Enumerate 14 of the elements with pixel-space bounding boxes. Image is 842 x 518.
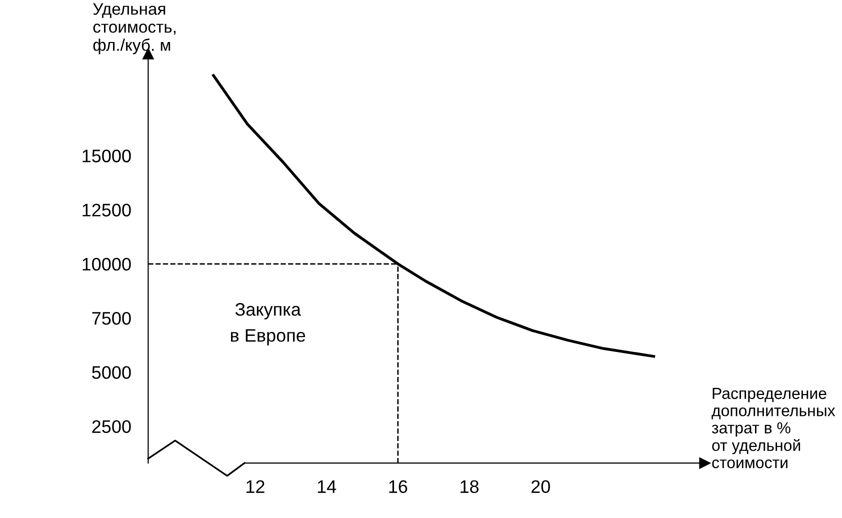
y-axis-title: Удельная стоимость, фл./куб. м bbox=[93, 3, 176, 54]
x-tick-label: 16 bbox=[389, 480, 408, 494]
y-tick-label: 7500 bbox=[92, 312, 131, 325]
annotation: Закупка в Европе bbox=[231, 303, 306, 346]
y-tick-label: 15000 bbox=[82, 150, 131, 162]
x-tick-label: 12 bbox=[246, 480, 264, 493]
y-tick-label: 2500 bbox=[92, 420, 131, 434]
y-tick-label: 5000 bbox=[92, 366, 131, 379]
x-tick-label: 14 bbox=[318, 480, 336, 493]
x-tick-label: 18 bbox=[460, 480, 479, 494]
y-tick-label: 10000 bbox=[82, 258, 131, 271]
x-tick-label: 20 bbox=[532, 480, 550, 494]
x-axis-title: Распределение дополнительных затрат в % от удельной стоимости bbox=[712, 388, 836, 468]
y-tick-label: 12500 bbox=[82, 204, 131, 216]
